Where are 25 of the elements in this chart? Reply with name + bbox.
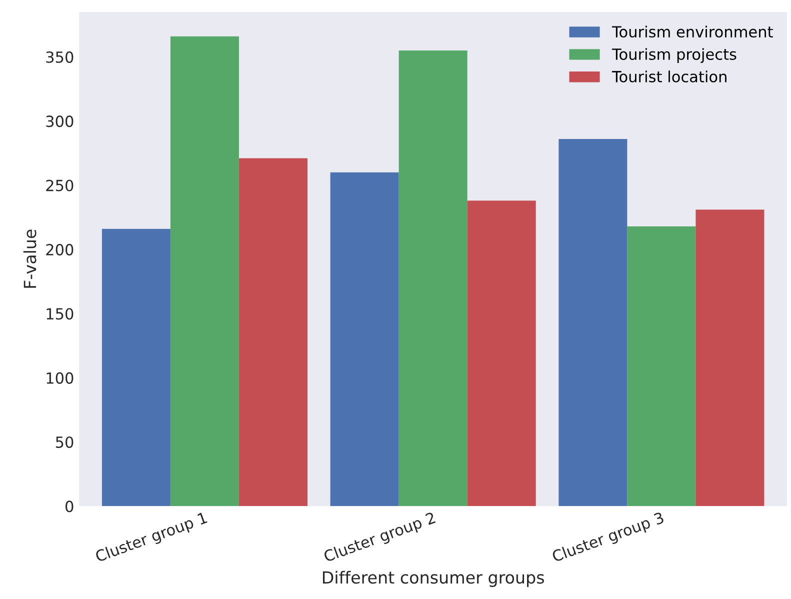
- y-tick-label: 200: [46, 244, 74, 256]
- y-tick-label: 0: [66, 500, 74, 512]
- bar: [238, 158, 308, 506]
- bar: [467, 200, 536, 506]
- bar: [696, 210, 764, 506]
- legend-label: Tourism projects: [612, 48, 736, 63]
- bar: [398, 50, 468, 506]
- bar: [170, 36, 239, 506]
- x-axis-title: Different consumer groups: [322, 570, 544, 587]
- legend-label: Tourism environment: [612, 26, 773, 38]
- bar: [558, 139, 628, 506]
- x-tick-label: Cluster group 2: [322, 512, 437, 565]
- legend-label: Tourist location: [612, 70, 726, 82]
- x-tick-label: Cluster group 1: [94, 512, 208, 565]
- x-tick-label: Cluster group 3: [551, 511, 666, 565]
- y-tick-label: 100: [46, 372, 74, 384]
- y-axis-title: F-value: [23, 230, 36, 288]
- bar: [627, 226, 696, 506]
- y-tick-label: 300: [46, 116, 74, 128]
- bar: [330, 172, 399, 506]
- y-tick-label: 150: [46, 308, 74, 320]
- y-tick-label: 50: [56, 436, 74, 448]
- y-tick-label: 250: [46, 180, 74, 192]
- y-tick-label: 350: [46, 51, 74, 63]
- bar: [102, 228, 170, 506]
